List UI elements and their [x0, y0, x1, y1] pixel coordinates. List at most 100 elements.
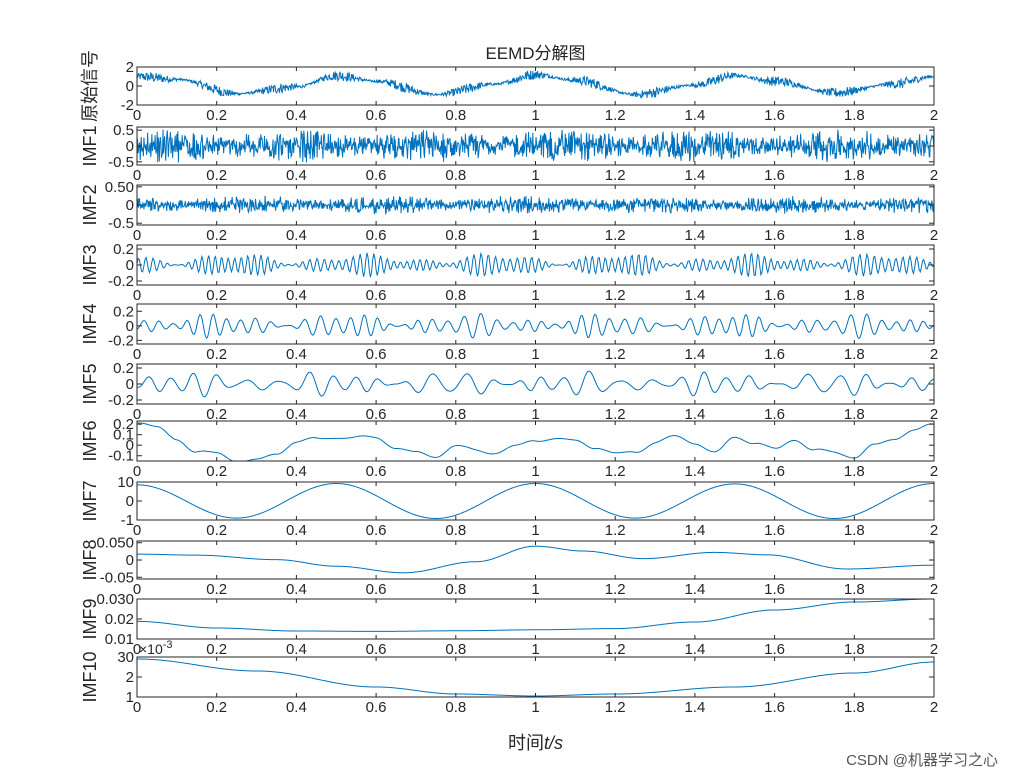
- x-tick-label: 1: [531, 227, 539, 244]
- panel-imf9: 0 0.2 0.4 0.6 0.8 1 1.2 1.4 1.6 1.8 2 0.030 0.02 0.01…: [80, 591, 938, 658]
- x-tick-label: 0.6: [366, 287, 387, 304]
- x-tick-label: 0.6: [366, 463, 387, 480]
- panel-imf6: 0 0.2 0.4 0.6 0.8 1 1.2 1.4 1.6 1.8 20.20.10-0.1IM…: [80, 416, 938, 480]
- x-tick-label: 1.2: [605, 346, 626, 363]
- x-tick-label: 0.4: [286, 346, 307, 363]
- panel-ylabel: IMF8: [80, 539, 100, 580]
- series-line-imf5: [136, 370, 935, 398]
- x-tick-label: 1.6: [764, 522, 785, 539]
- panel-ylabel: IMF7: [80, 480, 100, 521]
- x-tick-label: 0: [133, 463, 141, 480]
- x-tick-label: 1.2: [605, 107, 626, 124]
- series-line-imf1: [136, 129, 935, 163]
- x-tick-label: 0.4: [286, 463, 307, 480]
- axes-box: [136, 540, 935, 580]
- x-tick-label: 1.8: [844, 227, 865, 244]
- series-line-imf4: [136, 312, 935, 340]
- x-tick-label: 0.4: [286, 227, 307, 244]
- x-tick-label: 1.8: [844, 641, 865, 658]
- x-tick-label: 2: [930, 463, 938, 480]
- x-tick-label: 0: [133, 641, 141, 658]
- series-line-imf8: [137, 545, 934, 574]
- panel-ylabel: IMF2: [80, 184, 100, 225]
- x-tick-label: 2: [930, 641, 938, 658]
- x-tick-label: 0.6: [366, 522, 387, 539]
- chart-title: EEMD分解图: [485, 44, 585, 63]
- panel-ylabel: IMF4: [80, 303, 100, 344]
- x-tick-label: 1.6: [764, 463, 785, 480]
- x-tick-label: 0: [133, 699, 141, 716]
- y-tick-label: 0.02: [105, 611, 134, 628]
- x-tick-label: 0: [133, 227, 141, 244]
- x-tick-label: 0.8: [445, 699, 466, 716]
- y-tick-label: 0.2: [113, 416, 134, 433]
- x-tick-label: 1.4: [684, 463, 705, 480]
- x-axis-label-var: t/s: [544, 733, 563, 753]
- y-tick-label: 0.2: [113, 303, 134, 320]
- y-tick-label: 0: [126, 138, 134, 155]
- x-tick-label: 2: [930, 227, 938, 244]
- x-tick-label: 0.2: [206, 107, 227, 124]
- x-tick-label: 1.6: [764, 699, 785, 716]
- panel-ylabel: IMF1: [80, 125, 100, 166]
- y-tick-label: 0: [126, 376, 134, 393]
- x-tick-label: 0: [133, 107, 141, 124]
- x-tick-label: 0.2: [206, 167, 227, 184]
- x-tick-label: 0.2: [206, 522, 227, 539]
- series-line-imf9: [137, 598, 934, 632]
- x-tick-label: 1.4: [684, 699, 705, 716]
- x-tick-label: 1.4: [684, 167, 705, 184]
- x-tick-label: 2: [930, 107, 938, 124]
- series-line-imf7: [136, 483, 935, 519]
- x-tick-label: 0.8: [445, 522, 466, 539]
- y-tick-label: 0: [126, 197, 134, 214]
- x-tick-label: 2: [930, 167, 938, 184]
- y-exponent-label: ×10-3: [139, 639, 173, 657]
- x-tick-label: 0.6: [366, 346, 387, 363]
- x-tick-label: 1.4: [684, 227, 705, 244]
- x-tick-label: 0: [133, 406, 141, 423]
- x-tick-label: 0.8: [445, 287, 466, 304]
- x-tick-label: 0.4: [286, 406, 307, 423]
- x-tick-label: 1.6: [764, 581, 785, 598]
- x-tick-label: 0.2: [206, 406, 227, 423]
- panel-ylabel: IMF9: [80, 598, 100, 639]
- y-exponent-power: -3: [163, 639, 173, 651]
- y-tick-label: -1: [121, 512, 134, 529]
- x-tick-label: 1: [531, 406, 539, 423]
- x-tick-label: 0.8: [445, 463, 466, 480]
- x-tick-label: 1.8: [844, 581, 865, 598]
- x-tick-label: 0: [133, 167, 141, 184]
- x-tick-label: 1.6: [764, 227, 785, 244]
- x-tick-label: 1.4: [684, 406, 705, 423]
- y-tick-label: 0.2: [113, 241, 134, 258]
- x-tick-label: 2: [930, 406, 938, 423]
- x-tick-label: 2: [930, 522, 938, 539]
- x-tick-label: 1.8: [844, 287, 865, 304]
- series-line-imf10: [137, 658, 935, 697]
- y-tick-label: -2: [121, 97, 134, 114]
- x-tick-label: 2: [930, 287, 938, 304]
- series-line-imf2: [136, 195, 935, 216]
- x-tick-label: 1.6: [764, 287, 785, 304]
- x-tick-label: 1.4: [684, 581, 705, 598]
- x-tick-label: 1.8: [844, 346, 865, 363]
- x-tick-label: 1: [531, 522, 539, 539]
- x-tick-label: 1.4: [684, 641, 705, 658]
- panel-ylabel: IMF5: [80, 363, 100, 404]
- x-tick-label: 0.4: [286, 287, 307, 304]
- axes-box: [136, 598, 935, 640]
- x-tick-label: 1.8: [844, 107, 865, 124]
- x-tick-label: 0.6: [366, 227, 387, 244]
- x-tick-label: 0.6: [366, 406, 387, 423]
- x-tick-label: 1.2: [605, 406, 626, 423]
- x-tick-label: 0.8: [445, 346, 466, 363]
- axes-box: [136, 244, 935, 286]
- x-tick-label: 2: [930, 346, 938, 363]
- x-tick-label: 2: [930, 699, 938, 716]
- panel-ylabel: IMF3: [80, 244, 100, 285]
